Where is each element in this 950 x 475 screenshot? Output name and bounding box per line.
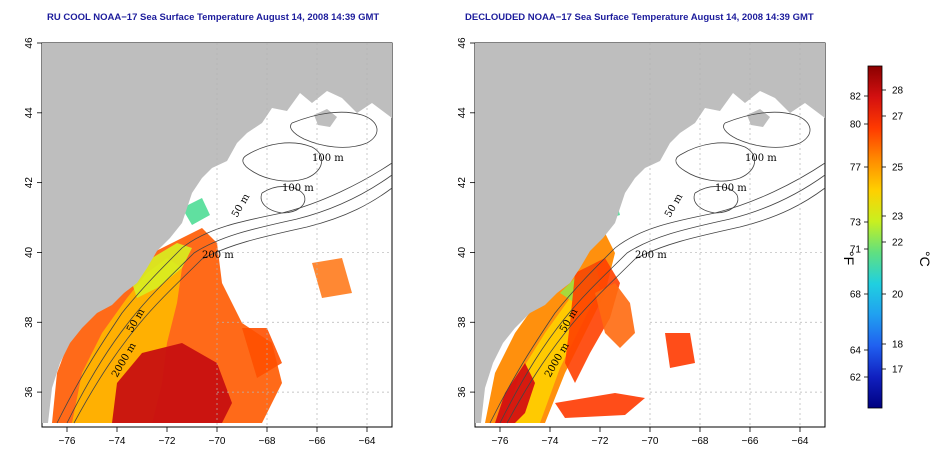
fahrenheit-tick-label: 68	[850, 290, 862, 301]
celsius-unit-label: °C	[917, 251, 933, 267]
x-tick-label: −76	[59, 436, 76, 447]
fahrenheit-tick-label: 71	[850, 245, 862, 256]
x-tick-label: −66	[309, 436, 326, 447]
fahrenheit-tick-label: 80	[850, 120, 862, 131]
celsius-tick-label: 23	[892, 212, 904, 223]
y-tick-label: 46	[457, 37, 468, 49]
x-tick-label: −72	[592, 436, 609, 447]
y-tick-label: 38	[24, 316, 35, 328]
grid-lines	[216, 43, 392, 427]
x-tick-label: −74	[109, 436, 126, 447]
fahrenheit-unit-label: °F	[841, 251, 857, 265]
contour-label-100m-mid: 100 m	[715, 183, 747, 194]
x-tick-label: −74	[542, 436, 559, 447]
fahrenheit-tick-label: 77	[850, 163, 862, 174]
celsius-tick-label: 20	[892, 290, 904, 301]
y-axis: 36 38 40 42 44 46	[457, 37, 475, 398]
x-tick-label: −64	[359, 436, 376, 447]
y-tick-label: 40	[457, 246, 468, 258]
grid-lines	[649, 43, 825, 427]
contour-label-200m: 200 m	[202, 250, 234, 261]
celsius-tick-label: 25	[892, 163, 904, 174]
x-axis: −76 −74 −72 −70 −68 −66 −64	[59, 427, 376, 447]
celsius-tick-label: 27	[892, 112, 904, 123]
colorbar-gradient	[867, 65, 883, 409]
y-tick-label: 46	[24, 37, 35, 49]
x-tick-label: −76	[492, 436, 509, 447]
celsius-tick-label: 18	[892, 340, 904, 351]
contour-label-100m-north: 100 m	[745, 153, 777, 164]
celsius-tick-label: 17	[892, 365, 904, 376]
colorbar: 82 80 77 73 71 68 64 62 28 27 25 23 22 20 18 17 °F °C	[841, 65, 933, 409]
fahrenheit-ticks: 82 80 77 73 71 68 64 62	[850, 92, 868, 384]
y-tick-label: 42	[457, 177, 468, 189]
sst-warm-region	[555, 393, 645, 418]
sst-hot-region	[495, 363, 535, 423]
fahrenheit-tick-label: 64	[850, 346, 862, 357]
left-map-panel: 100 m 100 m 50 m 200 m 50 m 2000 m −76 −7…	[24, 37, 393, 447]
y-tick-label: 36	[457, 386, 468, 398]
celsius-tick-label: 28	[892, 86, 904, 97]
y-tick-label: 38	[457, 316, 468, 328]
x-tick-label: −70	[642, 436, 659, 447]
x-tick-label: −64	[792, 436, 809, 447]
x-tick-label: −66	[742, 436, 759, 447]
left-map-title: RU COOL NOAA−17 Sea Surface Temperature …	[47, 12, 380, 23]
sst-eddy	[665, 333, 695, 368]
sst-eddy	[242, 328, 282, 378]
contour-label-200m: 200 m	[635, 250, 667, 261]
fahrenheit-tick-label: 62	[850, 373, 862, 384]
sst-eddy	[595, 283, 635, 348]
sst-hot-region	[112, 343, 232, 423]
y-axis: 36 38 40 42 44 46	[24, 37, 42, 398]
contour-label-100m-mid: 100 m	[282, 183, 314, 194]
fahrenheit-tick-label: 73	[850, 218, 862, 229]
y-tick-label: 42	[24, 177, 35, 189]
x-axis: −76 −74 −72 −70 −68 −66 −64	[492, 427, 809, 447]
x-tick-label: −68	[692, 436, 709, 447]
y-tick-label: 40	[24, 246, 35, 258]
celsius-ticks: 28 27 25 23 22 20 18 17	[882, 86, 904, 376]
x-tick-label: −70	[209, 436, 226, 447]
fahrenheit-tick-label: 82	[850, 92, 862, 103]
x-tick-label: −72	[159, 436, 176, 447]
celsius-tick-label: 22	[892, 238, 904, 249]
sst-eddy	[312, 258, 352, 298]
y-tick-label: 44	[457, 107, 468, 119]
y-tick-label: 44	[24, 107, 35, 119]
contour-label-100m-north: 100 m	[312, 153, 344, 164]
right-map-panel: 100 m 100 m 50 m 200 m 50 m 2000 m −76 −7…	[457, 37, 826, 447]
sst-cool-patch	[182, 198, 210, 225]
x-tick-label: −68	[259, 436, 276, 447]
y-tick-label: 36	[24, 386, 35, 398]
right-map-title: DECLOUDED NOAA−17 Sea Surface Temperatur…	[465, 12, 814, 23]
